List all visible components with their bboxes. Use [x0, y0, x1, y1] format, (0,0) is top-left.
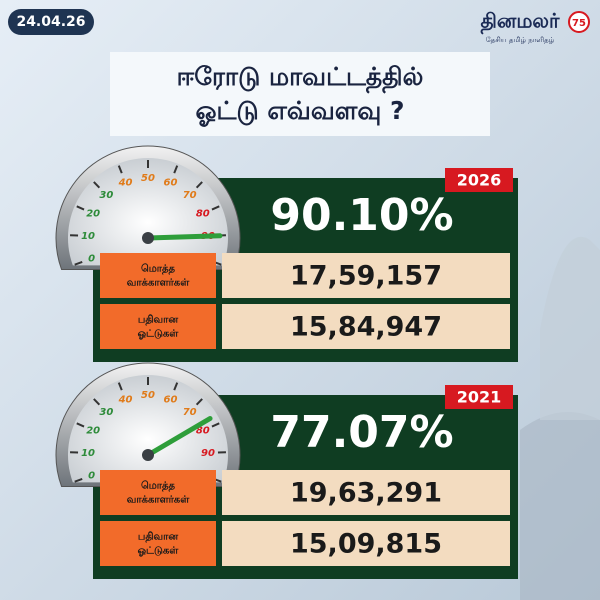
gauge-tick-label: 80 [196, 426, 210, 437]
logo-badge-circle [568, 11, 590, 33]
gauge-needle [145, 233, 223, 241]
gauge-tick-label: 40 [118, 394, 133, 405]
row-label-cell [100, 470, 216, 515]
row-label: மொத்த [141, 263, 176, 275]
row-value-cell [222, 470, 510, 515]
year: 2021 [457, 388, 502, 407]
gauge-tick-label: 0 [88, 471, 95, 482]
gauge-tick-label: 80 [196, 209, 210, 220]
row-label-cell [100, 304, 216, 349]
turnout: 90.10% [270, 190, 453, 241]
gauge-tick-label: 70 [183, 407, 197, 418]
gauge-tick-label: 10 [81, 231, 95, 242]
logo-tagline: தேசிய தமிழ் நாளிதழ் [486, 36, 555, 44]
gauge-tick [195, 398, 203, 406]
gauge-tick-label: 60 [164, 177, 178, 188]
gauge-tick [173, 165, 179, 174]
row-label-cell [100, 521, 216, 566]
year: 2026 [457, 171, 502, 190]
gauge-tick [173, 382, 179, 391]
row-label: வாக்காளர்கள் [127, 495, 190, 506]
gauge-tick [117, 165, 123, 174]
gauge-tick-label: 50 [141, 390, 155, 401]
gauge-tick [211, 422, 220, 428]
year-badge [445, 168, 513, 192]
gauge-tick [195, 181, 203, 189]
row-label: வாக்காளர்கள் [127, 278, 190, 289]
title-line: ஈரோடு மாவட்டத்தில் [177, 62, 424, 94]
gauge-tick-label: 60 [164, 394, 178, 405]
row-label: ஓட்டுகள் [138, 329, 180, 340]
date: 24.04.26 [16, 14, 85, 30]
gauge-needle [145, 416, 213, 458]
row-value-cell [222, 304, 510, 349]
logo-badge: 75 [572, 18, 586, 29]
gauge-tick-label: 20 [86, 209, 100, 220]
date-pill [8, 9, 94, 35]
gauge-tick-label: 90 [201, 448, 215, 459]
row-label: ஓட்டுகள் [138, 546, 180, 557]
gauge-tick-label: 30 [99, 190, 113, 201]
gauge-tick [76, 422, 85, 428]
row-value: 17,59,157 [290, 261, 442, 292]
gauge-tick-label: 0 [88, 254, 95, 265]
turnout: 77.07% [270, 407, 453, 458]
year-badge [445, 385, 513, 409]
gauge-tick [93, 398, 101, 406]
row-label: பதிவான [138, 314, 178, 326]
gauge-tick-label: 30 [99, 407, 113, 418]
gauge-tick [74, 478, 83, 483]
hand-shape [540, 236, 600, 420]
row-label-cell [100, 253, 216, 298]
gauge-tick [117, 382, 123, 391]
row-value: 19,63,291 [290, 478, 442, 509]
title-box [110, 52, 490, 136]
title-line: ஓட்டு எவ்வளவு ? [196, 96, 405, 127]
gauge-tick [74, 261, 83, 266]
row-label: பதிவான [138, 531, 178, 543]
gauge-tick-label: 40 [118, 177, 133, 188]
row-value-cell [222, 253, 510, 298]
gauge-tick-label: 10 [81, 448, 95, 459]
gauge-tick-label: 20 [86, 426, 100, 437]
gauge-hub [142, 449, 154, 461]
logo-name: தினமலர் [481, 9, 560, 35]
row-value-cell [222, 521, 510, 566]
gauge-face [68, 375, 228, 483]
row-label: மொத்த [141, 480, 176, 492]
building-shape [520, 412, 600, 600]
gauge-tick-label: 50 [141, 173, 155, 184]
gauge-tick [211, 205, 220, 211]
row-value: 15,09,815 [290, 529, 442, 560]
gauge-hub [142, 232, 154, 244]
gauge-tick [93, 181, 101, 189]
row-value: 15,84,947 [290, 312, 442, 343]
gauge-tick-label: 70 [183, 190, 197, 201]
gauge-tick [76, 205, 85, 211]
